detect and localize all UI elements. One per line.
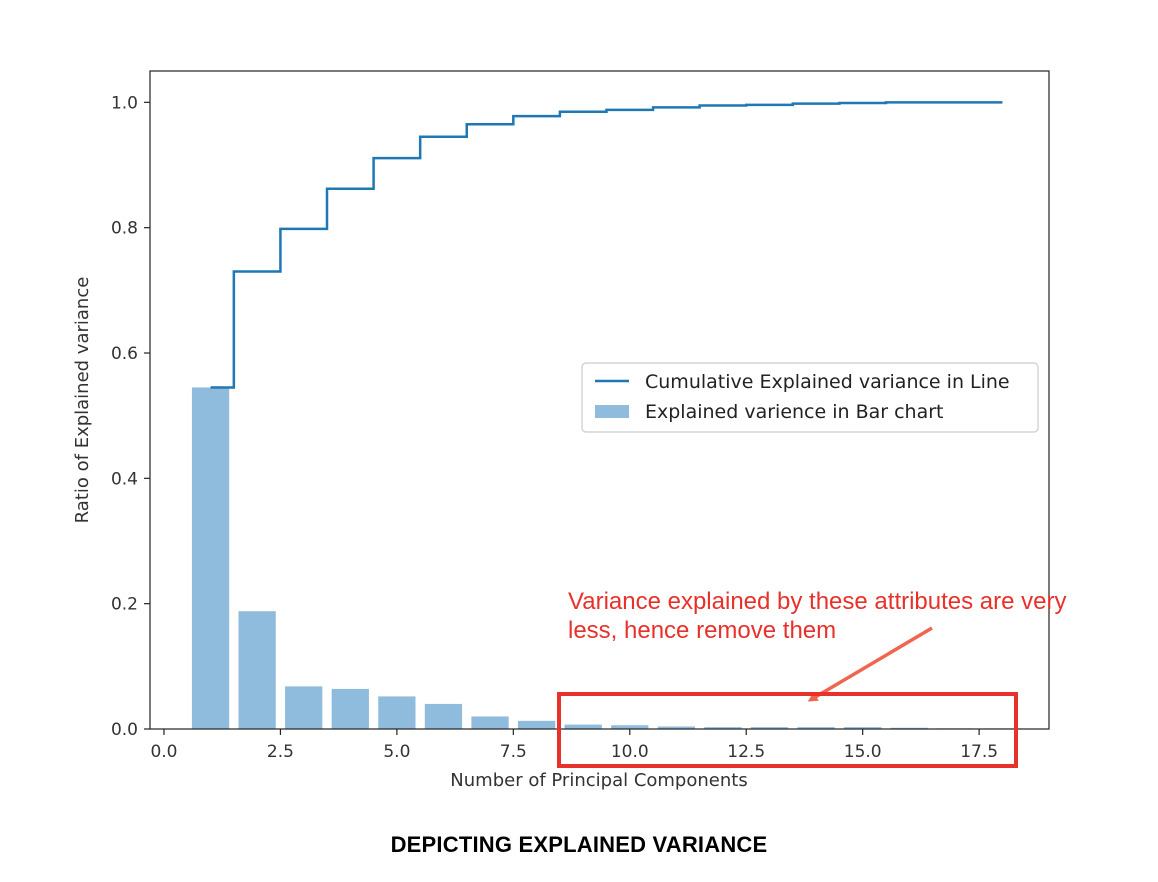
bar-pc-2 [238, 611, 276, 729]
y-tick-label: 0.0 [111, 720, 138, 740]
x-tick-label: 2.5 [267, 742, 294, 762]
annotation-arrow [807, 626, 933, 702]
bar-pc-12 [704, 727, 742, 729]
y-tick-label: 1.0 [111, 93, 138, 113]
x-axis-label: Number of Principal Components [450, 770, 747, 791]
x-tick-label: 12.5 [727, 742, 765, 762]
bar-pc-9 [564, 724, 602, 729]
x-axis-ticks: 0.0 2.5 5.0 7.5 10.0 12.5 15.0 17.5 [150, 729, 998, 762]
bar-pc-1 [191, 387, 230, 729]
x-tick-label: 7.5 [500, 742, 527, 762]
legend-bar-swatch [595, 405, 629, 418]
highlight-box [557, 692, 1018, 768]
bar-pc-16 [890, 727, 928, 729]
y-axis-label: Ratio of Explained variance [72, 277, 93, 524]
bar-pc-13 [750, 727, 789, 729]
bar-pc-3 [285, 686, 323, 729]
plot-frame [149, 70, 1050, 730]
bar-pc-7 [471, 716, 509, 729]
legend-label-cumulative: Cumulative Explained variance in Line [645, 371, 1010, 393]
annotation-line-1: Variance explained by these attributes a… [568, 588, 1067, 615]
x-tick-label: 15.0 [844, 742, 882, 762]
figure-caption: DEPICTING EXPLAINED VARIANCE [390, 832, 768, 857]
bar-pc-6 [424, 703, 463, 729]
cumulative-step-line [210, 101, 1003, 389]
x-tick-label: 17.5 [960, 742, 998, 762]
legend-box [581, 362, 1039, 433]
y-tick-label: 0.8 [111, 219, 138, 239]
bar-pc-8 [517, 720, 556, 729]
y-tick-label: 0.6 [111, 344, 138, 364]
y-tick-label: 0.4 [111, 469, 138, 489]
bar-series [191, 387, 1022, 729]
x-tick-label: 5.0 [383, 742, 410, 762]
legend: Cumulative Explained variance in Line Ex… [581, 362, 1039, 433]
cumulative-line-series [210, 101, 1003, 389]
bar-pc-4 [331, 688, 369, 729]
legend-label-bar: Explained varience in Bar chart [645, 401, 944, 423]
annotation: Variance explained by these attributes a… [557, 588, 1067, 768]
bar-pc-15 [844, 727, 882, 729]
x-tick-label: 10.0 [611, 742, 649, 762]
bar-pc-10 [611, 725, 649, 729]
y-axis-ticks: 0.0 0.2 0.4 0.6 0.8 1.0 [111, 93, 150, 740]
x-tick-label: 0.0 [150, 742, 177, 762]
y-tick-label: 0.2 [111, 595, 138, 615]
bar-pc-14 [797, 727, 835, 729]
bar-pc-5 [378, 696, 416, 729]
bar-pc-11 [657, 726, 695, 729]
annotation-line-2: less, hence remove them [568, 617, 836, 644]
